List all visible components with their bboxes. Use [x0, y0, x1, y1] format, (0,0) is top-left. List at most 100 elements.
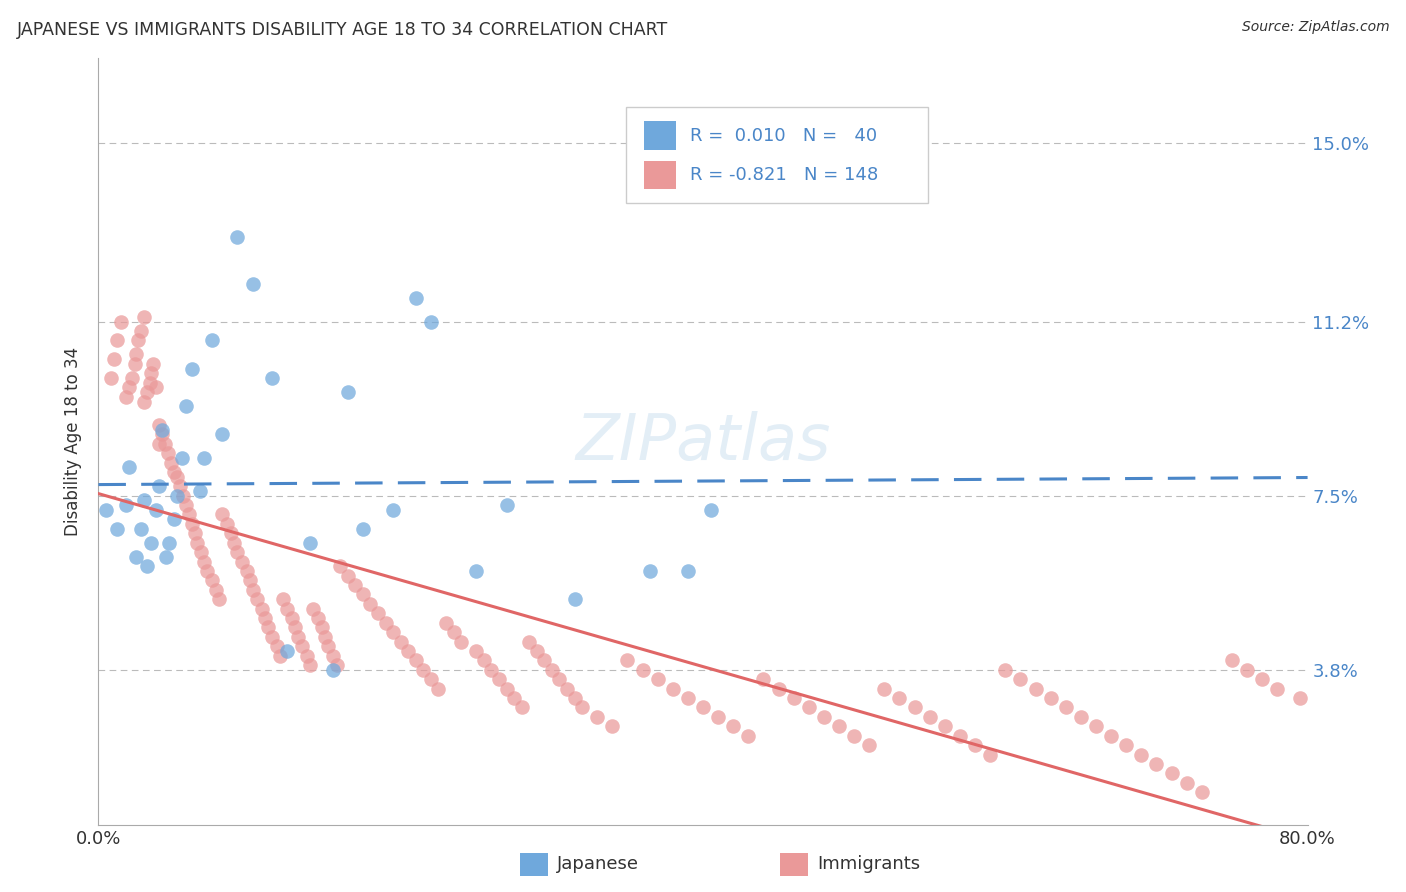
Point	[150, 427, 173, 442]
Point	[235, 564, 257, 578]
Point	[873, 681, 896, 696]
Point	[389, 634, 412, 648]
Point	[231, 555, 253, 569]
Point	[118, 460, 141, 475]
Point	[602, 719, 624, 733]
Point	[186, 535, 208, 549]
Point	[1267, 681, 1289, 696]
Point	[586, 710, 609, 724]
Point	[465, 644, 488, 658]
Point	[124, 357, 146, 371]
Point	[934, 719, 956, 733]
Point	[405, 653, 427, 667]
Point	[166, 470, 188, 484]
Point	[1099, 729, 1122, 743]
Point	[768, 681, 790, 696]
Point	[295, 648, 318, 663]
Point	[647, 672, 669, 686]
Point	[281, 611, 304, 625]
Point	[299, 535, 322, 549]
Point	[215, 516, 238, 531]
Point	[1130, 747, 1153, 762]
Point	[495, 681, 517, 696]
Point	[1191, 785, 1213, 799]
Point	[329, 559, 352, 574]
Point	[307, 611, 329, 625]
Point	[132, 310, 155, 324]
Point	[336, 568, 359, 582]
Point	[517, 634, 540, 648]
Point	[242, 277, 264, 291]
Point	[1289, 691, 1312, 706]
Point	[661, 681, 683, 696]
Point	[1070, 710, 1092, 724]
Point	[420, 672, 443, 686]
Point	[135, 385, 157, 400]
Point	[965, 738, 987, 752]
Point	[1160, 766, 1182, 780]
Point	[188, 483, 211, 498]
Point	[360, 597, 382, 611]
Point	[141, 366, 163, 380]
Point	[322, 663, 344, 677]
Point	[396, 644, 419, 658]
Point	[181, 516, 204, 531]
Point	[1220, 653, 1243, 667]
Point	[211, 427, 233, 442]
Point	[311, 620, 333, 634]
Point	[949, 729, 972, 743]
Point	[181, 361, 204, 376]
Point	[174, 399, 197, 413]
Point	[676, 691, 699, 706]
Point	[1144, 756, 1167, 771]
Point	[201, 574, 224, 588]
Point	[148, 437, 170, 451]
Point	[94, 503, 117, 517]
Point	[155, 549, 177, 564]
Point	[472, 653, 495, 667]
Point	[110, 314, 132, 328]
Point	[156, 446, 179, 460]
Point	[184, 526, 207, 541]
Point	[889, 691, 911, 706]
Point	[211, 508, 233, 522]
Point	[813, 710, 835, 724]
Point	[503, 691, 526, 706]
Point	[540, 663, 562, 677]
Point	[105, 334, 128, 348]
Point	[205, 582, 228, 597]
Text: Immigrants: Immigrants	[817, 855, 920, 873]
Point	[1039, 691, 1062, 706]
Point	[127, 334, 149, 348]
Point	[434, 615, 457, 630]
Point	[367, 607, 389, 621]
Text: JAPANESE VS IMMIGRANTS DISABILITY AGE 18 TO 34 CORRELATION CHART: JAPANESE VS IMMIGRANTS DISABILITY AGE 18…	[17, 21, 668, 39]
Point	[129, 522, 152, 536]
Point	[221, 526, 243, 541]
Point	[571, 700, 593, 714]
Point	[256, 620, 278, 634]
Point	[382, 625, 405, 640]
Point	[783, 691, 806, 706]
Point	[979, 747, 1001, 762]
Point	[163, 512, 186, 526]
Point	[692, 700, 714, 714]
Point	[118, 380, 141, 394]
Point	[844, 729, 866, 743]
Point	[105, 522, 128, 536]
Point	[450, 634, 472, 648]
Text: Source: ZipAtlas.com: Source: ZipAtlas.com	[1241, 20, 1389, 34]
Point	[169, 479, 191, 493]
Point	[1024, 681, 1046, 696]
Point	[269, 648, 291, 663]
Point	[208, 592, 231, 607]
Point	[287, 630, 309, 644]
Point	[904, 700, 927, 714]
Point	[638, 564, 661, 578]
Point	[427, 681, 450, 696]
Point	[1251, 672, 1274, 686]
Point	[132, 394, 155, 409]
Point	[132, 493, 155, 508]
Point	[166, 489, 188, 503]
Point	[242, 582, 264, 597]
